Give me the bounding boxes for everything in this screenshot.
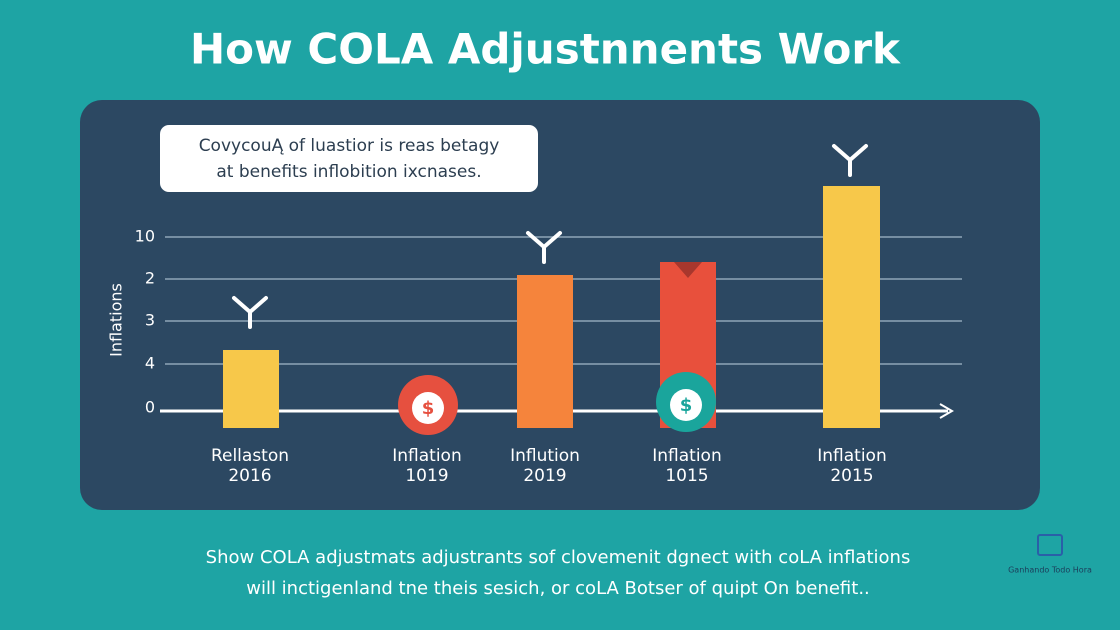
category-label: Inflation <box>392 446 461 466</box>
chevrons <box>232 144 868 329</box>
bar <box>517 275 573 428</box>
y-tick-label: 2 <box>145 269 155 288</box>
category-year: 2015 <box>830 466 873 486</box>
y-tick-label: 4 <box>145 354 155 373</box>
chevron <box>526 231 562 264</box>
category-label: Inflation <box>652 446 721 466</box>
title: How COLA Adjustnnents Work <box>190 25 901 74</box>
y-tick-label: 3 <box>145 311 155 330</box>
category-year: 2016 <box>228 466 271 486</box>
callout-box <box>160 125 538 192</box>
category-label: Rellaston <box>211 446 289 466</box>
y-tick-label: 0 <box>145 398 155 417</box>
icon-glyph: $ <box>680 395 693 416</box>
footer-line: will inctigenland tne theis sesich, or c… <box>246 578 870 599</box>
money-bag <box>670 389 702 421</box>
chevron <box>832 144 868 177</box>
y-axis-label: Inflations <box>107 283 126 357</box>
category-year: 1015 <box>665 466 708 486</box>
chevron <box>232 296 268 329</box>
money-bag <box>412 392 444 424</box>
category-year: 2019 <box>523 466 566 486</box>
watermark-icon <box>1037 534 1063 556</box>
y-tick-label: 10 <box>135 227 155 246</box>
callout-line: at benefits inflobition ixcnases. <box>216 162 481 182</box>
axis-arrow <box>939 403 954 419</box>
bar <box>223 350 279 428</box>
category-year: 1019 <box>405 466 448 486</box>
callout-line: CovycouĄ of luastior is reas betagy <box>199 136 500 156</box>
icon-glyph: $ <box>422 398 435 419</box>
bar <box>823 186 880 428</box>
category-label: Inflution <box>510 446 580 466</box>
footer-line: Show COLA adjustmats adjustrants sof clo… <box>206 547 911 568</box>
bar-notch <box>674 262 702 278</box>
category-label: Inflation <box>817 446 886 466</box>
watermark: Ganhando Todo Hora <box>1008 566 1092 575</box>
